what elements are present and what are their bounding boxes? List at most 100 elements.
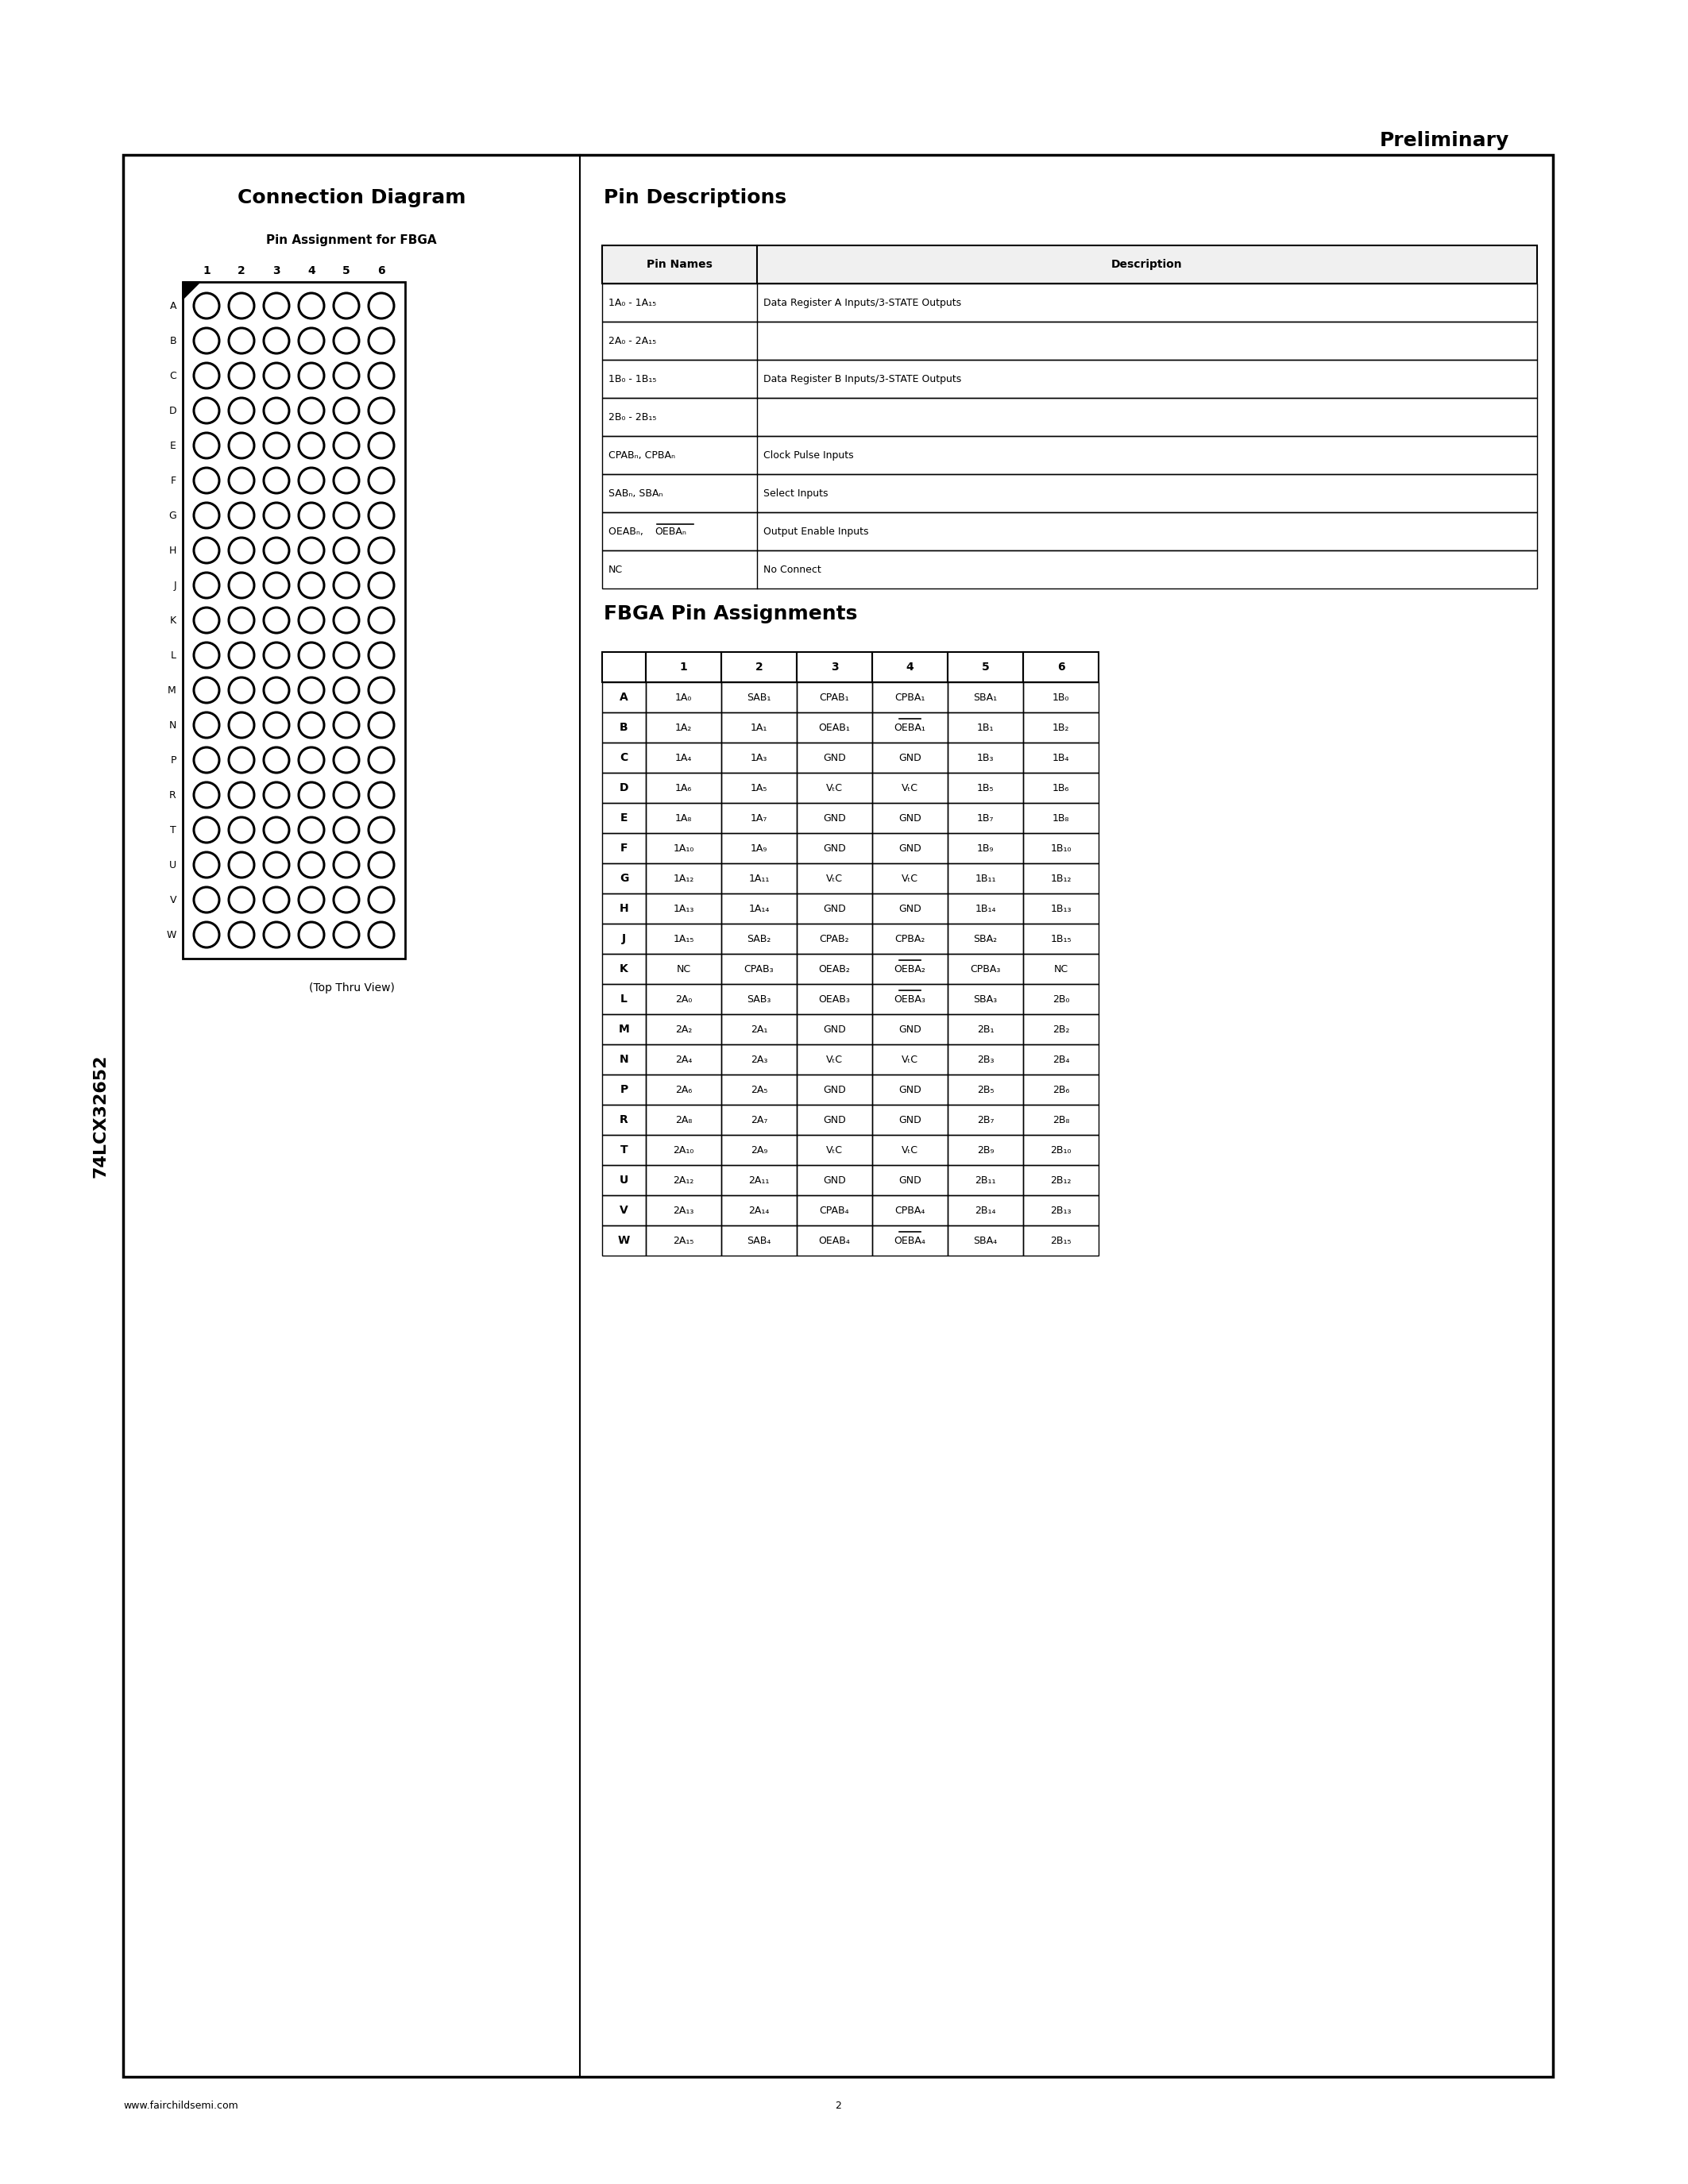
Bar [1023, 924, 1099, 954]
Text: 2B₁₀: 2B₁₀ [1050, 1144, 1072, 1155]
Text: Description: Description [1111, 260, 1183, 271]
Bar [797, 863, 873, 893]
Text: K: K [619, 963, 628, 974]
Text: L: L [170, 651, 176, 660]
Text: Clock Pulse Inputs: Clock Pulse Inputs [763, 450, 854, 461]
Bar [947, 1225, 1023, 1256]
Bar [873, 1013, 947, 1044]
Text: 2A₇: 2A₇ [751, 1114, 768, 1125]
Bar [947, 1164, 1023, 1195]
Text: 2A₁₁: 2A₁₁ [748, 1175, 770, 1186]
Text: (Top Thru View): (Top Thru View) [309, 983, 395, 994]
Text: R: R [619, 1114, 628, 1125]
Text: Output Enable Inputs: Output Enable Inputs [763, 526, 869, 537]
Text: GND: GND [898, 1114, 922, 1125]
Text: C: C [169, 371, 176, 380]
Text: 1B₁: 1B₁ [977, 723, 994, 732]
Text: GND: GND [824, 1175, 846, 1186]
Bar [721, 985, 797, 1013]
Bar [647, 1105, 721, 1136]
Text: V: V [619, 1206, 628, 1216]
Text: K: K [170, 616, 176, 625]
Text: 1B₀: 1B₀ [1052, 692, 1070, 703]
Text: P: P [170, 756, 176, 764]
Text: VₜC: VₜC [901, 1144, 918, 1155]
Bar [647, 863, 721, 893]
Text: OEBA₄: OEBA₄ [895, 1236, 925, 1245]
Text: U: U [619, 1175, 628, 1186]
Text: 2B₀ - 2B₁₅: 2B₀ - 2B₁₅ [608, 413, 657, 422]
Text: GND: GND [898, 1175, 922, 1186]
Bar [1023, 832, 1099, 863]
Text: OEBAₙ: OEBAₙ [655, 526, 687, 537]
Text: 2B₈: 2B₈ [1052, 1114, 1070, 1125]
Text: 5: 5 [343, 264, 349, 277]
Text: 1A₁₃: 1A₁₃ [674, 904, 694, 913]
Bar [947, 863, 1023, 893]
Text: SBA₂: SBA₂ [974, 933, 998, 943]
Bar [797, 893, 873, 924]
Bar [873, 1195, 947, 1225]
Text: 1B₁₅: 1B₁₅ [1050, 933, 1072, 943]
Text: CPABₙ, CPBAₙ: CPABₙ, CPBAₙ [608, 450, 675, 461]
Bar [647, 985, 721, 1013]
Text: B: B [169, 336, 176, 345]
Text: CPAB₄: CPAB₄ [820, 1206, 849, 1216]
Text: 2A₉: 2A₉ [751, 1144, 768, 1155]
Bar [797, 773, 873, 804]
Bar [1023, 1105, 1099, 1136]
Text: VₜC: VₜC [901, 1055, 918, 1064]
Text: 2A₆: 2A₆ [675, 1085, 692, 1094]
Bar [647, 924, 721, 954]
Text: 1B₂: 1B₂ [1052, 723, 1070, 732]
Bar [873, 832, 947, 863]
Bar [1023, 1164, 1099, 1195]
Text: A: A [169, 301, 176, 310]
Bar [603, 1013, 647, 1044]
Text: Pin Descriptions: Pin Descriptions [604, 188, 787, 207]
Bar [603, 893, 647, 924]
Text: W: W [618, 1234, 630, 1247]
Bar [797, 832, 873, 863]
Text: www.fairchildsemi.com: www.fairchildsemi.com [123, 2101, 238, 2112]
Text: 3: 3 [830, 662, 839, 673]
Bar [873, 681, 947, 712]
Text: CPAB₃: CPAB₃ [744, 963, 773, 974]
Bar [603, 437, 1538, 474]
Bar [873, 985, 947, 1013]
Text: 2A₀: 2A₀ [675, 994, 692, 1005]
Bar [797, 1013, 873, 1044]
Bar [947, 1136, 1023, 1164]
Text: A: A [619, 692, 628, 703]
Text: OEBA₂: OEBA₂ [895, 963, 925, 974]
Text: NC: NC [1053, 963, 1069, 974]
Bar [873, 712, 947, 743]
Bar [797, 1195, 873, 1225]
Text: 1B₁₂: 1B₁₂ [1050, 874, 1072, 885]
Text: G: G [619, 874, 628, 885]
Text: GND: GND [898, 812, 922, 823]
Bar [721, 653, 797, 681]
Bar [873, 893, 947, 924]
Text: SAB₃: SAB₃ [746, 994, 771, 1005]
Text: 2: 2 [836, 2101, 841, 2112]
Bar [603, 1225, 647, 1256]
Text: J: J [174, 581, 176, 590]
Text: SAB₁: SAB₁ [746, 692, 771, 703]
Text: GND: GND [898, 1024, 922, 1035]
Text: 2B₁₅: 2B₁₅ [1050, 1236, 1072, 1245]
Text: VₜC: VₜC [825, 1055, 842, 1064]
Bar [603, 1195, 647, 1225]
Text: 1A₆: 1A₆ [675, 782, 692, 793]
Bar [947, 743, 1023, 773]
Bar [721, 1136, 797, 1164]
Bar [721, 681, 797, 712]
Text: 1A₁: 1A₁ [751, 723, 768, 732]
Text: GND: GND [898, 1085, 922, 1094]
Bar [603, 954, 647, 985]
Bar [603, 1164, 647, 1195]
Bar [797, 653, 873, 681]
Text: VₜC: VₜC [825, 874, 842, 885]
Bar [603, 513, 1538, 550]
Text: OEAB₄: OEAB₄ [819, 1236, 851, 1245]
